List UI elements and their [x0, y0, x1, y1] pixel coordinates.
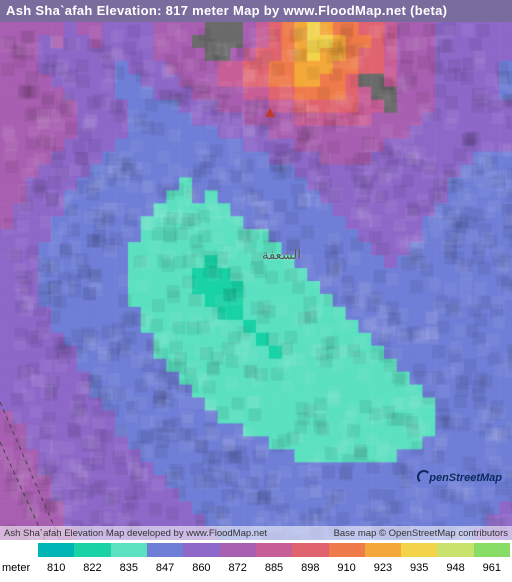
- legend-color-stop: [401, 543, 437, 557]
- legend-color-stop: [111, 543, 147, 557]
- legend-color-stop: [38, 543, 74, 557]
- legend-unit-label: meter: [2, 562, 30, 574]
- road-lines: [0, 22, 512, 540]
- legend-tick: 810: [47, 562, 65, 574]
- legend-tick: 935: [410, 562, 428, 574]
- legend-tick: 835: [120, 562, 138, 574]
- legend-color-stop: [292, 543, 328, 557]
- legend-color-stop: [183, 543, 219, 557]
- legend-color-stop: [147, 543, 183, 557]
- legend-color-stop: [474, 543, 510, 557]
- place-label: الشعفة: [262, 247, 301, 263]
- legend-ticks: 810 822 835 847 860 872 885 898 910 923 935 948 961: [38, 560, 510, 576]
- legend-tick: 822: [83, 562, 101, 574]
- credit-left: Ash Sha`afah Elevation Map developed by …: [4, 528, 267, 539]
- location-marker-icon: [265, 108, 275, 117]
- legend-color-stop: [329, 543, 365, 557]
- legend-tick: 885: [265, 562, 283, 574]
- title-bar: Ash Sha`afah Elevation: 817 meter Map by…: [0, 0, 512, 22]
- legend-tick: 961: [483, 562, 501, 574]
- legend-tick: 910: [337, 562, 355, 574]
- elevation-legend: meter 810 822 835 847 860 872 885 898 910 923 935 9…: [0, 540, 512, 582]
- legend-color-stop: [74, 543, 110, 557]
- legend-color-stop: [365, 543, 401, 557]
- openstreetmap-logo: penStreetMap: [417, 470, 502, 484]
- footer-credits: Ash Sha`afah Elevation Map developed by …: [0, 526, 512, 540]
- legend-color-stop: [256, 543, 292, 557]
- legend-tick: 847: [156, 562, 174, 574]
- legend-tick: 923: [374, 562, 392, 574]
- legend-tick: 860: [192, 562, 210, 574]
- osm-logo-text: penStreetMap: [429, 472, 502, 484]
- elevation-map: الشعفة penStreetMap: [0, 22, 512, 540]
- page-title: Ash Sha`afah Elevation: 817 meter Map by…: [6, 3, 447, 18]
- credit-right: Base map © OpenStreetMap contributors: [334, 528, 508, 539]
- legend-color-stop: [220, 543, 256, 557]
- legend-gradient: [38, 543, 510, 557]
- legend-tick: 872: [229, 562, 247, 574]
- legend-color-stop: [437, 543, 473, 557]
- legend-tick: 948: [446, 562, 464, 574]
- legend-tick: 898: [301, 562, 319, 574]
